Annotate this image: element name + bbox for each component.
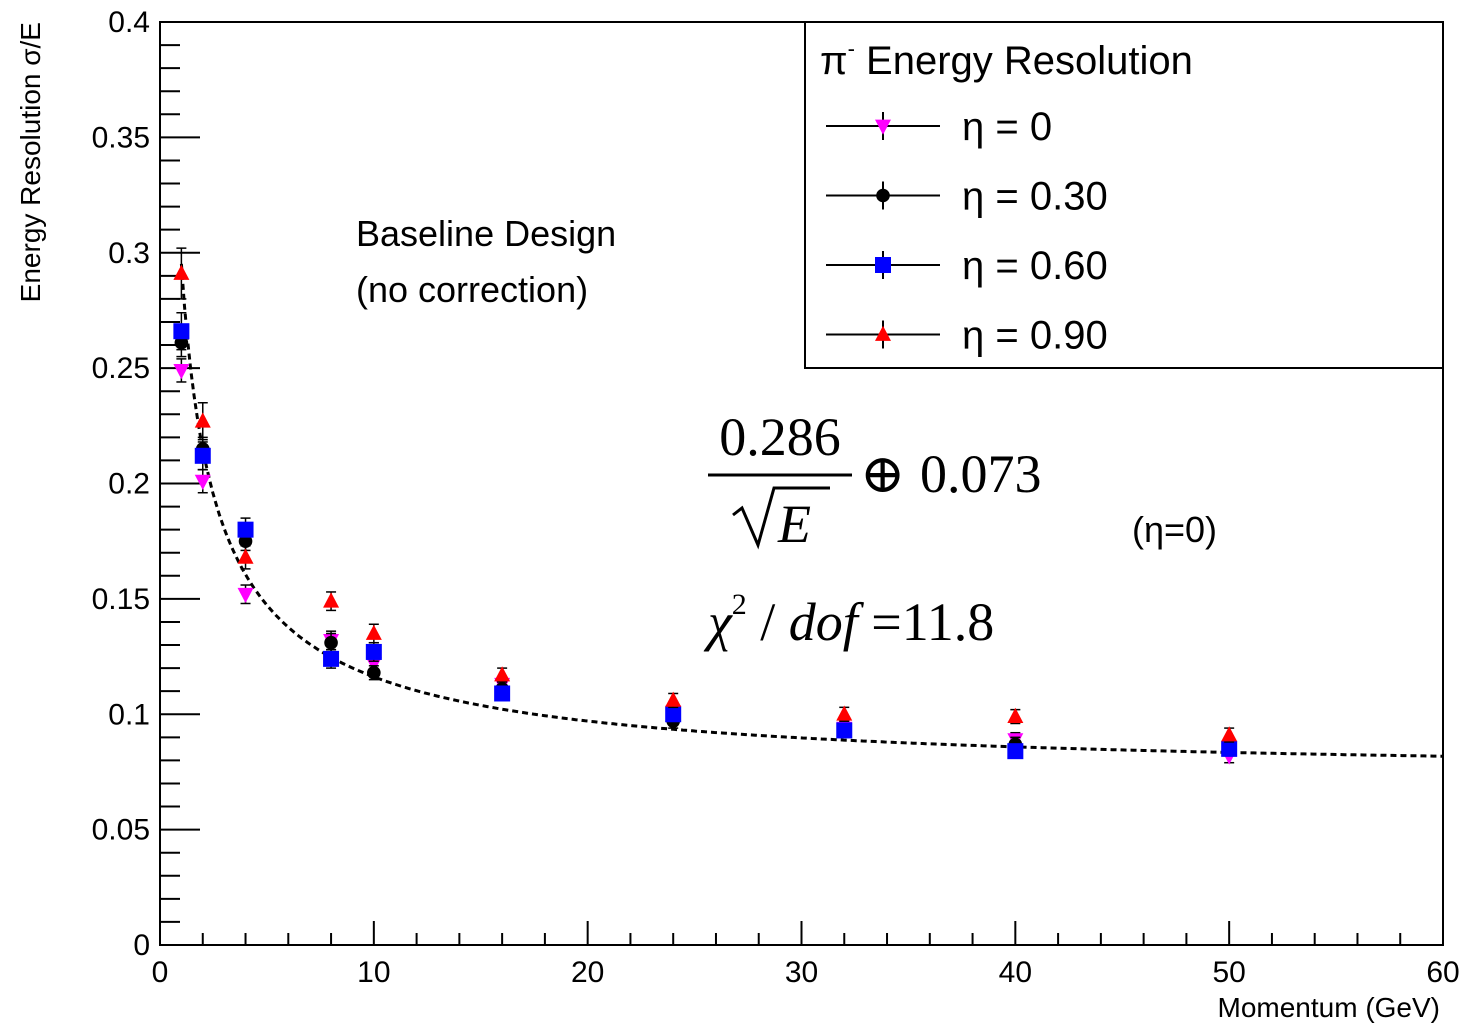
data-point <box>173 364 190 380</box>
data-point <box>1221 740 1238 757</box>
legend-entries: η = 0 η = 0.30 η = 0.60 η = 0.90 <box>826 105 1108 358</box>
data-point <box>836 705 853 721</box>
y-tick-label: 0 <box>133 929 150 962</box>
data-point <box>365 643 382 660</box>
y-tick-label: 0.1 <box>108 698 150 731</box>
x-tick-label: 0 <box>152 956 169 989</box>
data-point <box>876 188 890 203</box>
legend-label: η = 0.30 <box>962 175 1108 219</box>
series-group <box>173 358 1238 765</box>
data-point <box>323 650 340 667</box>
y-tick-label: 0.15 <box>92 583 150 616</box>
formula-sqrt-sign <box>732 486 830 550</box>
x-tick-label: 60 <box>1426 956 1459 989</box>
data-point <box>323 592 340 608</box>
data-point <box>1007 707 1024 723</box>
data-point <box>194 412 211 428</box>
data-point <box>194 474 211 490</box>
data-point <box>665 706 682 723</box>
formula-sqrt-arg: E <box>777 494 811 554</box>
formula-oplus: ⊕ <box>860 444 905 504</box>
data-point <box>1221 726 1238 742</box>
data-point <box>875 325 891 341</box>
data-point <box>324 635 338 650</box>
data-point <box>367 665 381 680</box>
axes: 0 10 20 30 40 50 60 0 0.05 0.1 0.15 0.2 0.25 0.3 0.35 0… <box>92 6 1460 989</box>
y-tick-label: 0.4 <box>108 6 150 39</box>
x-tick-label: 50 <box>1212 956 1245 989</box>
data-point <box>836 722 853 739</box>
data-point <box>875 119 891 135</box>
data-point <box>665 691 682 707</box>
data-point <box>194 447 211 464</box>
data-point <box>365 624 382 640</box>
legend-label: η = 0.60 <box>962 244 1108 288</box>
x-tick-label: 20 <box>571 956 604 989</box>
y-tick-label: 0.05 <box>92 814 150 847</box>
chi2-formula: χ2 / dof =11.8 <box>703 588 994 652</box>
y-tick-label: 0.35 <box>92 121 150 154</box>
data-point <box>173 264 190 280</box>
design-label-line2: (no correction) <box>356 269 588 310</box>
data-point <box>237 548 254 564</box>
legend: π- Energy Resolution η = 0 η = 0.30 η = 0.… <box>804 21 1444 369</box>
eta-note: (η=0) <box>1132 509 1217 550</box>
data-point <box>237 521 254 538</box>
data-points-layer <box>173 247 1238 765</box>
formula-constant: 0.073 <box>920 444 1042 504</box>
formula-numerator: 0.286 <box>719 407 841 467</box>
x-tick-label: 10 <box>357 956 390 989</box>
data-point <box>237 587 254 604</box>
y-axis-title: Energy Resolution σ/E <box>15 22 46 302</box>
y-tick-label: 0.25 <box>92 352 150 385</box>
data-point <box>494 685 511 702</box>
data-point <box>1007 743 1024 760</box>
data-point <box>875 257 891 273</box>
x-tick-label: 30 <box>785 956 818 989</box>
x-tick-label: 40 <box>999 956 1032 989</box>
fit-formula: 0.286 E ⊕ 0.073 <box>708 407 1042 554</box>
data-point <box>173 323 190 340</box>
legend-title: π- Energy Resolution <box>820 36 1193 83</box>
data-point <box>494 666 511 682</box>
series-group <box>174 328 1236 757</box>
design-label-line1: Baseline Design <box>356 213 616 254</box>
series-group <box>173 311 1238 760</box>
y-tick-label: 0.3 <box>108 237 150 270</box>
y-tick-label: 0.2 <box>108 468 150 501</box>
legend-label: η = 0.90 <box>962 314 1108 358</box>
x-axis-title: Momentum (GeV) <box>1218 992 1441 1023</box>
legend-label: η = 0 <box>962 105 1052 149</box>
series-group <box>173 247 1238 743</box>
